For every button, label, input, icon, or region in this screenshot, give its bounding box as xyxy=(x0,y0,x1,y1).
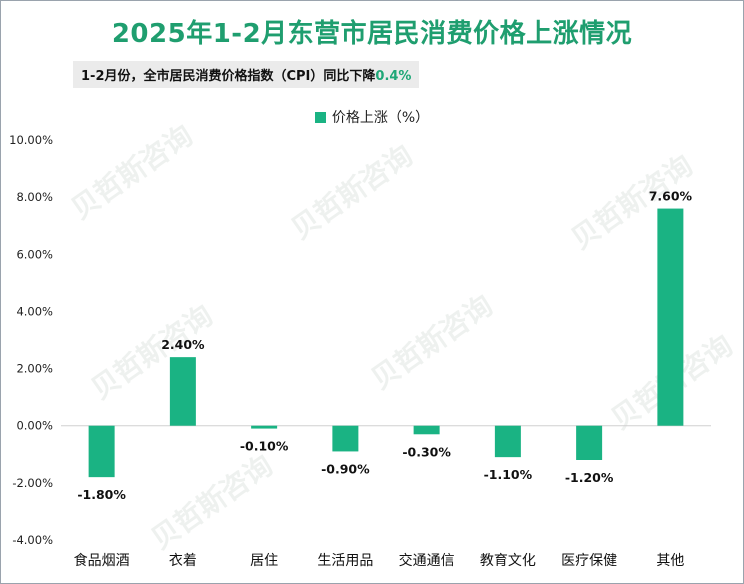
bar xyxy=(576,425,603,460)
x-tick-label: 其他 xyxy=(656,553,684,569)
subtitle-highlight: 0.4% xyxy=(375,69,412,84)
y-tick-label: -2.00% xyxy=(12,476,53,490)
x-tick-label: 衣着 xyxy=(169,553,197,569)
x-tick-label: 生活用品 xyxy=(317,553,373,569)
y-tick-label: 10.00% xyxy=(9,133,53,147)
bar xyxy=(494,425,521,458)
y-tick-label: 8.00% xyxy=(16,190,53,204)
bar xyxy=(657,208,684,426)
y-tick-label: 2.00% xyxy=(16,362,53,376)
data-label: -0.90% xyxy=(321,461,370,476)
data-label: 2.40% xyxy=(161,337,205,352)
y-tick-label: 0.00% xyxy=(16,419,53,433)
legend-label: 价格上涨（%） xyxy=(331,110,430,126)
x-tick-label: 居住 xyxy=(250,553,278,569)
data-label: -0.30% xyxy=(402,444,451,459)
data-label: 7.60% xyxy=(649,189,693,204)
bar xyxy=(251,425,278,429)
data-label: -1.80% xyxy=(77,487,126,502)
x-tick-label: 教育文化 xyxy=(480,553,536,569)
bar xyxy=(413,425,440,435)
data-label: -0.10% xyxy=(240,439,289,454)
subtitle: 1-2月份，全市居民消费价格指数（CPI）同比下降0.4% xyxy=(73,61,420,88)
y-tick-label: -4.00% xyxy=(12,533,53,547)
bar xyxy=(169,357,196,426)
legend: 价格上涨（%） xyxy=(1,107,743,127)
y-tick-label: 6.00% xyxy=(16,247,53,261)
x-tick-label: 交通通信 xyxy=(399,552,455,569)
bar xyxy=(88,425,115,478)
chart-title: 2025年1-2月东营市居民消费价格上涨情况 xyxy=(111,19,633,49)
data-label: -1.10% xyxy=(484,467,533,482)
subtitle-text: 1-2月份，全市居民消费价格指数（CPI）同比下降 xyxy=(81,69,376,84)
x-tick-label: 食品烟酒 xyxy=(74,552,130,569)
bar xyxy=(332,425,359,452)
y-tick-label: 4.00% xyxy=(16,304,53,318)
legend-swatch xyxy=(314,112,326,123)
data-label: -1.20% xyxy=(565,470,614,485)
x-tick-label: 医疗保健 xyxy=(561,553,617,569)
